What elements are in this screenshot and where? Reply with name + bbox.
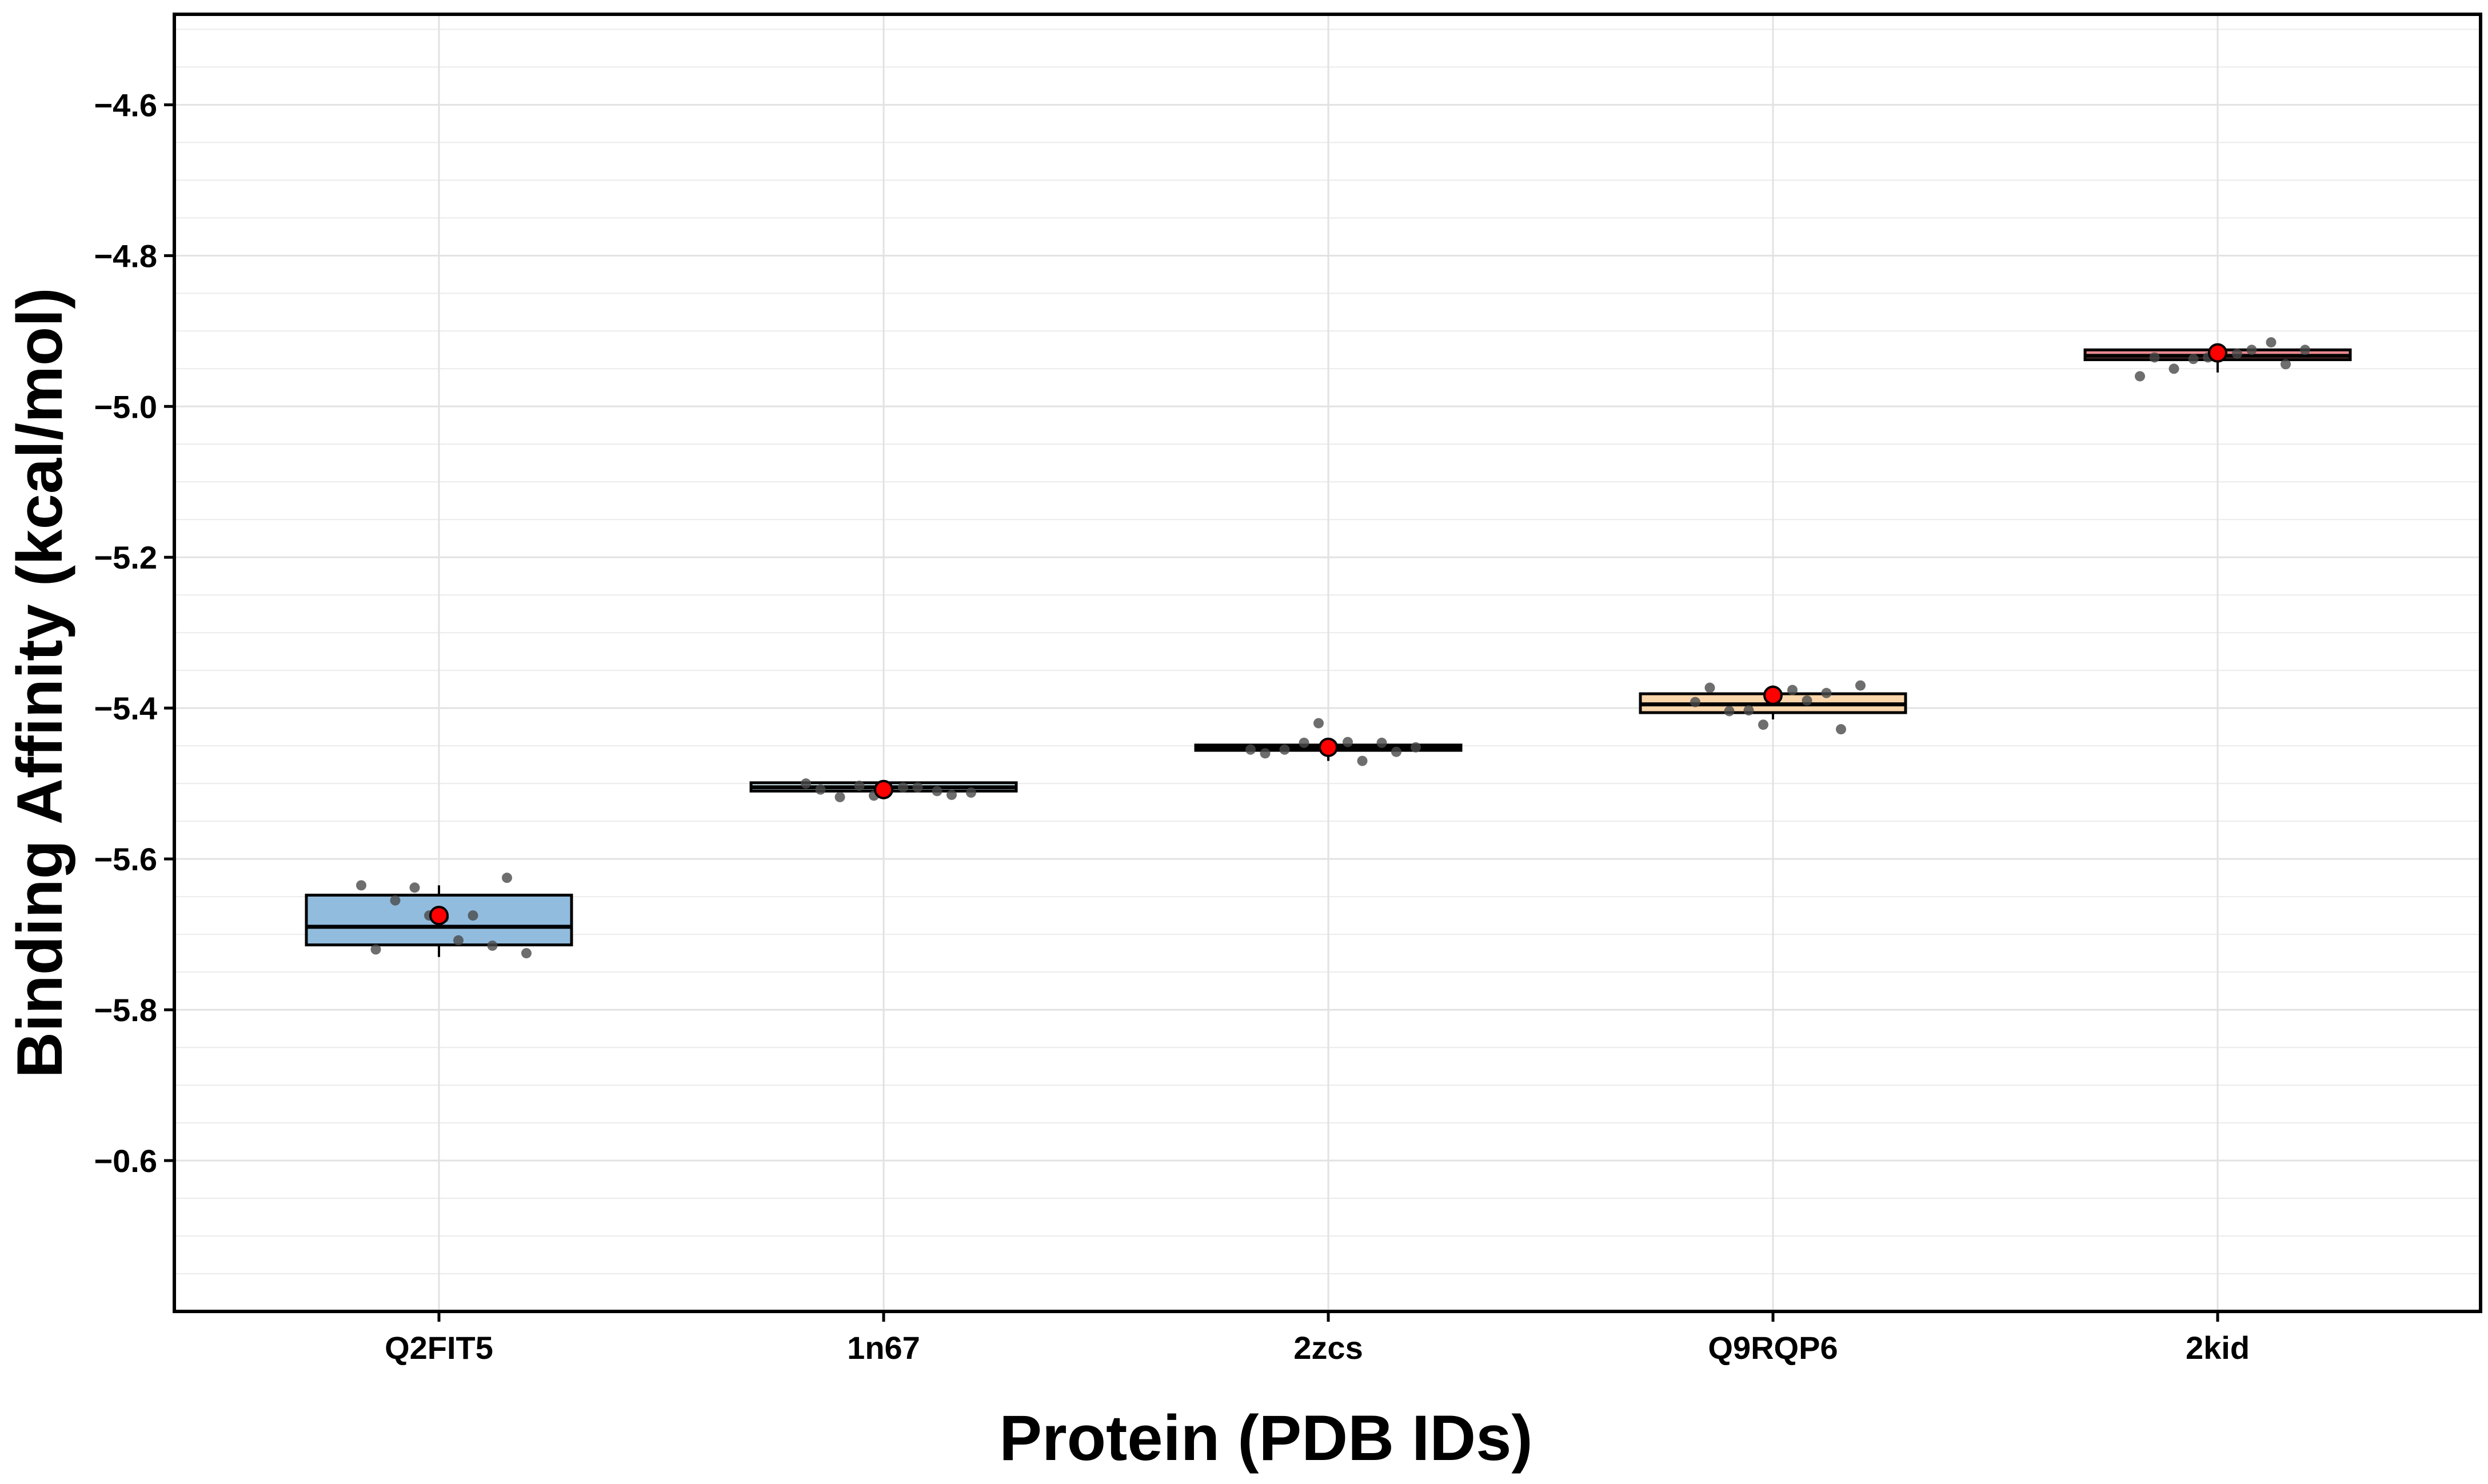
data-point [390, 895, 401, 906]
y-tick-label: −4.8 [94, 238, 157, 274]
y-tick-label: −5.0 [94, 389, 157, 425]
y-tick-label: −0.6 [94, 1143, 157, 1179]
data-point [854, 781, 865, 791]
data-point [453, 935, 464, 946]
data-point [1802, 695, 1812, 706]
data-point [947, 789, 957, 800]
mean-marker [1763, 685, 1783, 705]
data-point [801, 778, 811, 789]
data-point [2266, 337, 2277, 348]
mean-marker [1319, 737, 1338, 757]
data-point [409, 882, 420, 893]
data-point [2246, 345, 2257, 355]
data-point [966, 787, 976, 798]
jitter-points-layer [356, 337, 2310, 959]
mean-markers-layer [429, 343, 2227, 926]
data-point [2168, 363, 2179, 374]
x-tick-label: 2kid [2186, 1330, 2250, 1366]
data-point [1260, 748, 1271, 759]
data-point [1411, 742, 1421, 753]
y-tick-label: −5.4 [94, 690, 157, 726]
data-point [1376, 737, 1387, 748]
data-point [1787, 685, 1798, 695]
data-point [1758, 719, 1768, 730]
data-point [370, 944, 381, 955]
y-tick-label: −5.2 [94, 539, 157, 575]
x-tick-label: 1n67 [847, 1330, 920, 1366]
x-tick-label: 2zcs [1293, 1330, 1363, 1366]
y-tick-label: −5.8 [94, 992, 157, 1028]
data-point [356, 880, 366, 891]
data-point [1690, 697, 1700, 707]
data-point [1391, 746, 1401, 757]
y-tick-label: −5.6 [94, 841, 157, 877]
x-axis-title: Protein (PDB IDs) [999, 1402, 1532, 1474]
data-point [2135, 371, 2145, 382]
data-point [2188, 354, 2199, 365]
x-axis: Q2FIT5 1n67 2zcs Q9RQP6 2kid [385, 1311, 2250, 1366]
data-point [898, 782, 908, 793]
data-point [1245, 744, 1256, 755]
major-gridlines [174, 14, 2481, 1311]
data-point [521, 948, 532, 959]
y-axis: −4.6 −4.8 −5.0 −5.2 −5.4 −5.6 −5.8 −0.6 [94, 87, 174, 1179]
data-point [1743, 705, 1754, 716]
data-point [1724, 706, 1735, 717]
data-point [2232, 348, 2242, 359]
data-point [1313, 718, 1324, 729]
mean-marker [2208, 343, 2227, 363]
data-point [2300, 345, 2310, 355]
data-point [834, 791, 845, 802]
data-point [468, 910, 478, 921]
data-point [1821, 687, 1832, 698]
data-point [1855, 680, 1866, 691]
data-point [502, 873, 512, 883]
data-point [912, 782, 923, 793]
data-point [1836, 724, 1846, 735]
data-point [2149, 352, 2160, 363]
x-tick-label: Q2FIT5 [385, 1330, 493, 1366]
data-point [1299, 737, 1309, 748]
y-tick-label: −4.6 [94, 87, 157, 123]
mean-marker [874, 779, 893, 799]
mean-marker [429, 906, 449, 926]
data-point [2281, 359, 2291, 370]
data-point [1704, 682, 1715, 693]
x-tick-label: Q9RQP6 [1708, 1330, 1838, 1366]
data-point [487, 940, 498, 951]
y-axis-title: Binding Affinity (kcal/mol) [4, 287, 75, 1078]
data-point [815, 784, 826, 795]
data-point [1279, 744, 1290, 755]
data-point [1343, 737, 1353, 747]
data-point [932, 786, 943, 797]
data-point [1357, 755, 1368, 766]
